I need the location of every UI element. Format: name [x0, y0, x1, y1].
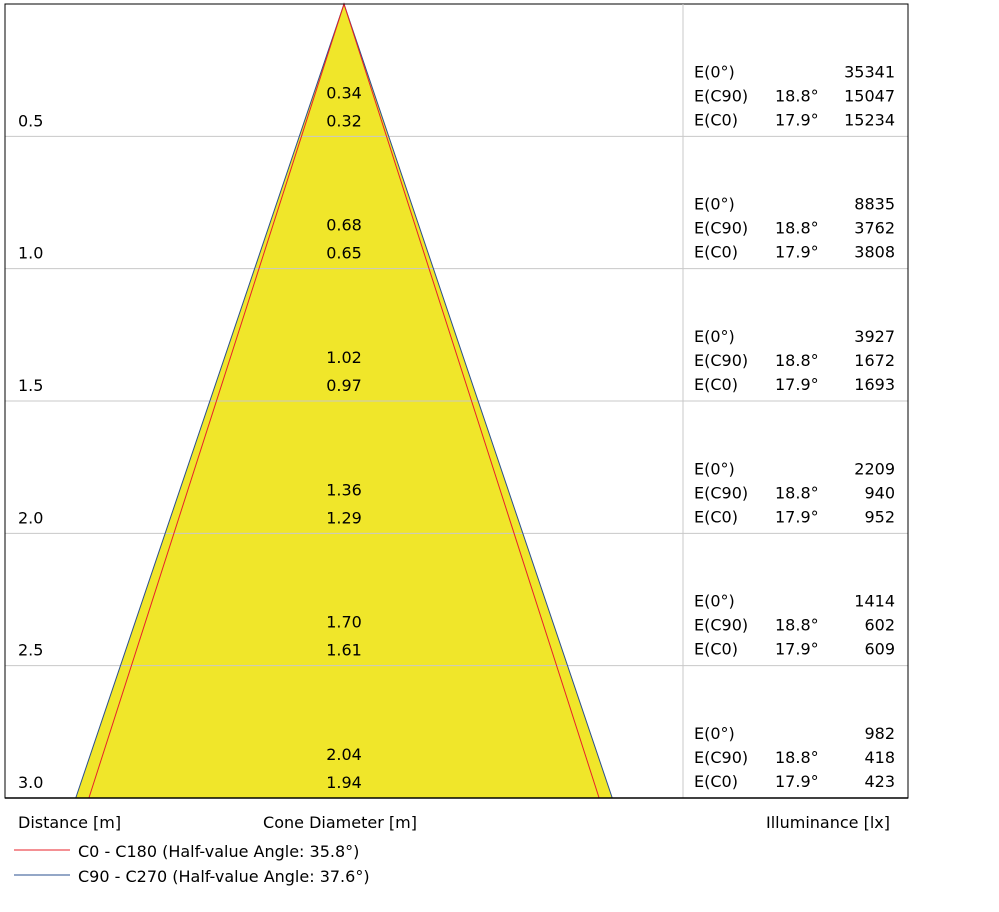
e0-label: E(0°) — [694, 459, 735, 478]
ec90-angle: 18.8° — [775, 351, 819, 370]
distance-label: 2.5 — [18, 641, 43, 660]
cone-diameter-c90-label: 1.36 — [326, 480, 362, 499]
ec0-angle: 17.9° — [775, 772, 819, 791]
ec0-value: 952 — [864, 507, 895, 526]
cone-diameter-c0-label: 0.32 — [326, 111, 362, 130]
ec90-angle: 18.8° — [775, 219, 819, 238]
cone-diameter-c0-label: 0.97 — [326, 376, 362, 395]
cone-diameter-c90-label: 1.70 — [326, 613, 362, 632]
distance-label: 0.5 — [18, 111, 43, 130]
ec90-value: 418 — [864, 748, 895, 767]
ec0-label: E(C0) — [694, 243, 738, 262]
ec0-angle: 17.9° — [775, 110, 819, 129]
legend-label-c0: C0 - C180 (Half-value Angle: 35.8°) — [78, 842, 359, 861]
cone-diameter-c90-label: 0.34 — [326, 83, 362, 102]
cone-diameter-c90-label: 0.68 — [326, 216, 362, 235]
cone-diameter-c90-label: 2.04 — [326, 745, 362, 764]
ec0-label: E(C0) — [694, 110, 738, 129]
distance-label: 3.0 — [18, 773, 43, 792]
ec0-value: 15234 — [844, 110, 895, 129]
e0-value: 8835 — [854, 195, 895, 214]
cone-diameter-c0-label: 0.65 — [326, 244, 362, 263]
ec90-label: E(C90) — [694, 616, 748, 635]
distance-axis-label: Distance [m] — [18, 813, 121, 832]
ec0-value: 423 — [864, 772, 895, 791]
ec90-angle: 18.8° — [775, 86, 819, 105]
ec0-angle: 17.9° — [775, 243, 819, 262]
distance-label: 1.0 — [18, 244, 43, 263]
e0-value: 3927 — [854, 327, 895, 346]
ec0-value: 3808 — [854, 243, 895, 262]
ec0-label: E(C0) — [694, 375, 738, 394]
ec90-value: 3762 — [854, 219, 895, 238]
ec90-label: E(C90) — [694, 351, 748, 370]
ec90-value: 940 — [864, 483, 895, 502]
cone-diameter-c0-label: 1.61 — [326, 641, 362, 660]
cone-diameter-c0-label: 1.29 — [326, 508, 362, 527]
legend-label-c90: C90 - C270 (Half-value Angle: 37.6°) — [78, 867, 370, 886]
ec0-angle: 17.9° — [775, 507, 819, 526]
cone-diameter-c0-label: 1.94 — [326, 773, 362, 792]
ec0-label: E(C0) — [694, 772, 738, 791]
e0-label: E(0°) — [694, 195, 735, 214]
ec90-value: 1672 — [854, 351, 895, 370]
e0-label: E(0°) — [694, 327, 735, 346]
ec0-value: 609 — [864, 640, 895, 659]
e0-value: 1414 — [854, 592, 895, 611]
ec90-value: 602 — [864, 616, 895, 635]
illuminance-axis-label: Illuminance [lx] — [766, 813, 890, 832]
ec0-angle: 17.9° — [775, 640, 819, 659]
e0-label: E(0°) — [694, 592, 735, 611]
cone-diameter-axis-label: Cone Diameter [m] — [263, 813, 417, 832]
e0-value: 35341 — [844, 62, 895, 81]
e0-value: 982 — [864, 724, 895, 743]
ec90-value: 15047 — [844, 86, 895, 105]
ec0-value: 1693 — [854, 375, 895, 394]
ec90-label: E(C90) — [694, 748, 748, 767]
distance-label: 2.0 — [18, 508, 43, 527]
ec90-angle: 18.8° — [775, 483, 819, 502]
ec90-label: E(C90) — [694, 483, 748, 502]
ec90-label: E(C90) — [694, 86, 748, 105]
ec0-label: E(C0) — [694, 507, 738, 526]
e0-label: E(0°) — [694, 724, 735, 743]
ec90-angle: 18.8° — [775, 748, 819, 767]
e0-value: 2209 — [854, 459, 895, 478]
ec0-label: E(C0) — [694, 640, 738, 659]
e0-label: E(0°) — [694, 62, 735, 81]
cone-diameter-c90-label: 1.02 — [326, 348, 362, 367]
distance-label: 1.5 — [18, 376, 43, 395]
ec90-angle: 18.8° — [775, 616, 819, 635]
ec0-angle: 17.9° — [775, 375, 819, 394]
ec90-label: E(C90) — [694, 219, 748, 238]
